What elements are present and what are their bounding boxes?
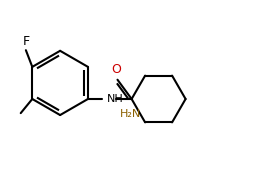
Text: H₂N: H₂N	[120, 109, 141, 119]
Text: NH: NH	[106, 94, 123, 104]
Text: O: O	[111, 63, 121, 76]
Text: F: F	[22, 35, 30, 48]
